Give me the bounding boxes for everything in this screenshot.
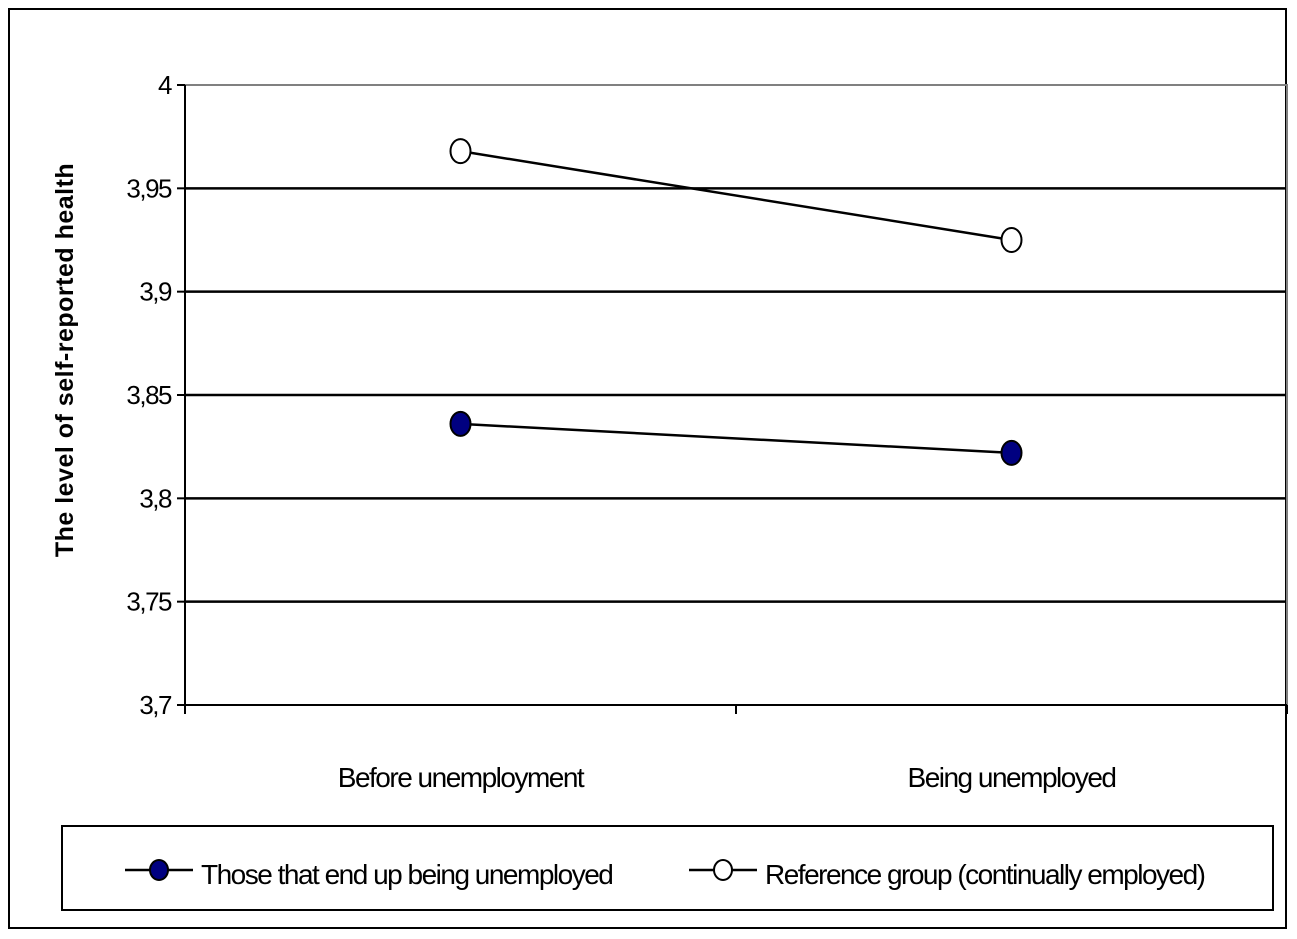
y-tick-label: 3,7 bbox=[139, 690, 172, 720]
y-axis-ticks: 3,7 3,75 3,8 3,85 3,9 3,95 4 bbox=[126, 70, 185, 720]
y-tick-label: 3,75 bbox=[126, 587, 172, 617]
legend-box bbox=[61, 825, 1274, 911]
legend-item-reference: Reference group (continually employed) bbox=[689, 859, 1206, 890]
x-axis-ticks: Before unemployment Being unemployed bbox=[184, 705, 1288, 793]
y-tick-label: 3,95 bbox=[126, 173, 172, 203]
y-tick-label: 3,8 bbox=[139, 483, 172, 513]
legend: Those that end up being unemployed Refer… bbox=[61, 825, 1274, 911]
series-line bbox=[460, 149, 1012, 242]
series-unemployed bbox=[449, 410, 1023, 466]
series bbox=[449, 138, 1023, 466]
y-axis-title: The level of self-reported health bbox=[51, 163, 79, 557]
data-point bbox=[1000, 439, 1023, 466]
chart-frame bbox=[8, 8, 1287, 929]
x-tick-label: Before unemployment bbox=[338, 762, 585, 793]
legend-item-unemployed: Those that end up being unemployed bbox=[125, 859, 614, 890]
gridlines bbox=[185, 187, 1287, 603]
legend-label-unemployed: Those that end up being unemployed bbox=[201, 859, 612, 890]
y-tick-label: 3,9 bbox=[139, 277, 172, 307]
data-point bbox=[449, 138, 472, 165]
series-reference bbox=[449, 138, 1023, 253]
y-tick-label: 3,85 bbox=[126, 380, 172, 410]
series-line bbox=[460, 422, 1012, 455]
y-tick-label: 4 bbox=[158, 70, 172, 100]
x-tick-label: Being unemployed bbox=[908, 762, 1116, 793]
data-point bbox=[449, 410, 472, 437]
legend-marker-reference bbox=[713, 859, 733, 881]
legend-marker-unemployed bbox=[149, 859, 169, 881]
legend-label-reference: Reference group (continually employed) bbox=[765, 859, 1205, 890]
data-point bbox=[1000, 227, 1023, 253]
